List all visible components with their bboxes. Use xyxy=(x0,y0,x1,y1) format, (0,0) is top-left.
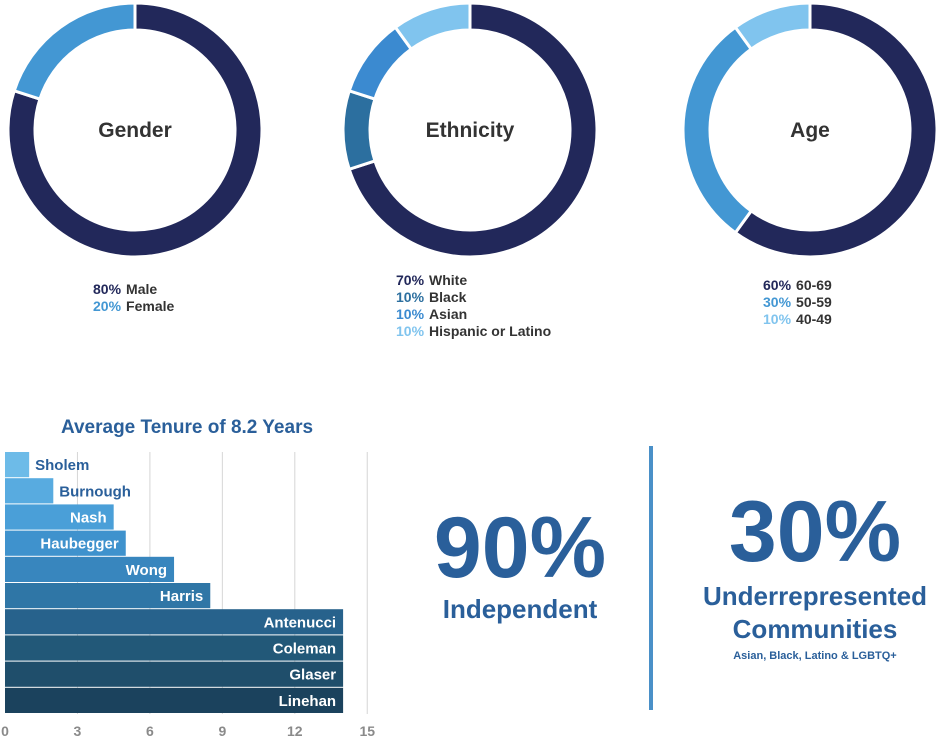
underrepresented-stat: 30% Underrepresented Communities Asian, … xyxy=(670,484,941,664)
legend-percent: 10% xyxy=(763,311,792,327)
bar-coleman xyxy=(5,635,344,661)
donut-slice-female xyxy=(12,1,137,101)
legend-percent: 80% xyxy=(93,281,122,297)
legend-percent: 10% xyxy=(396,306,425,322)
bar-label-wong: Wong xyxy=(126,562,167,579)
age-donut-chart: Age xyxy=(681,1,939,259)
gender-legend: 80% Male 20% Female xyxy=(93,281,174,315)
bar-label-harris: Harris xyxy=(160,588,203,605)
legend-item: 70% White xyxy=(396,272,551,289)
legend-label: Asian xyxy=(429,306,468,322)
donut-slice-40-49 xyxy=(733,1,812,52)
vertical-divider xyxy=(649,446,653,710)
legend-item: 10% 40-49 xyxy=(763,311,832,328)
bar-glaser xyxy=(5,661,344,687)
legend-percent: 30% xyxy=(763,294,792,310)
legend-percent: 10% xyxy=(396,289,425,305)
bar-label-sholem: Sholem xyxy=(35,457,89,474)
chart-title: Average Tenure of 8.2 Years xyxy=(61,417,313,438)
donut-title: Gender xyxy=(98,119,172,142)
legend-item: 10% Hispanic or Latino xyxy=(396,323,551,340)
underrepresented-value: 30% xyxy=(728,484,902,580)
x-tick-label: 9 xyxy=(218,723,226,739)
bar-haubegger xyxy=(5,530,126,556)
legend-label: Female xyxy=(126,298,175,314)
donut-slice-50-59 xyxy=(681,25,754,235)
independent-value: 90% xyxy=(433,500,607,596)
independent-label: Independent xyxy=(442,594,598,624)
donut-slice-hispanic-or-latino xyxy=(393,1,472,52)
bar-label-glaser: Glaser xyxy=(289,667,336,684)
legend-label: Male xyxy=(126,281,158,297)
legend-percent: 10% xyxy=(396,323,425,339)
donut-slice-black xyxy=(341,88,377,172)
underrepresented-label-line1: Underrepresented xyxy=(703,581,927,611)
tenure-bar-chart: Average Tenure of 8.2 Years 0 3 6 9 12 15 Shole… xyxy=(1,417,375,739)
donut-title: Age xyxy=(790,119,830,142)
legend-item: 30% 50-59 xyxy=(763,294,832,311)
legend-label: Black xyxy=(429,289,467,305)
x-tick-label: 15 xyxy=(359,723,375,739)
legend-percent: 20% xyxy=(93,298,122,314)
bar-linehan xyxy=(5,687,344,713)
legend-item: 10% Black xyxy=(396,289,551,306)
underrepresented-label-line2: Communities xyxy=(732,614,898,644)
legend-label: Hispanic or Latino xyxy=(429,323,552,339)
age-legend: 60% 60-69 30% 50-59 10% 40-49 xyxy=(763,277,832,328)
independent-stat: 90% Independent xyxy=(405,500,635,624)
ethnicity-legend: 70% White 10% Black 10% Asian 10% Hispanic o… xyxy=(396,272,551,340)
legend-percent: 60% xyxy=(763,277,792,293)
x-tick-label: 0 xyxy=(1,723,9,739)
bar-antenucci xyxy=(5,609,344,635)
legend-label: 50-59 xyxy=(796,294,832,310)
bar-label-linehan: Linehan xyxy=(279,693,337,710)
bar-nash xyxy=(5,504,114,530)
legend-item: 10% Asian xyxy=(396,306,551,323)
x-tick-label: 12 xyxy=(287,723,303,739)
ethnicity-donut-chart: Ethnicity xyxy=(341,1,599,259)
donut-slice-white xyxy=(347,1,599,259)
underrepresented-subtext: Asian, Black, Latino & LGBTQ+ xyxy=(733,650,897,662)
legend-label: 60-69 xyxy=(796,277,832,293)
donut-slice-60-69 xyxy=(733,1,939,259)
legend-label: White xyxy=(429,272,468,288)
x-tick-label: 6 xyxy=(146,723,154,739)
bar-harris xyxy=(5,583,211,609)
legend-item: 60% 60-69 xyxy=(763,277,832,294)
legend-item: 80% Male xyxy=(93,281,174,298)
gender-donut-chart: Gender xyxy=(6,1,264,259)
legend-label: 40-49 xyxy=(796,311,832,327)
legend-item: 20% Female xyxy=(93,298,174,315)
bar-label-antenucci: Antenucci xyxy=(264,614,337,631)
bar-label-burnough: Burnough xyxy=(59,483,131,500)
bar-sholem xyxy=(5,452,30,478)
donut-title: Ethnicity xyxy=(426,119,515,142)
bar-burnough xyxy=(5,478,54,504)
legend-percent: 70% xyxy=(396,272,425,288)
x-tick-label: 3 xyxy=(74,723,82,739)
donut-slice-male xyxy=(6,1,264,259)
bar-wong xyxy=(5,556,175,582)
bar-label-haubegger: Haubegger xyxy=(40,536,119,553)
bar-label-coleman: Coleman xyxy=(273,641,336,658)
bar-label-nash: Nash xyxy=(70,510,107,527)
